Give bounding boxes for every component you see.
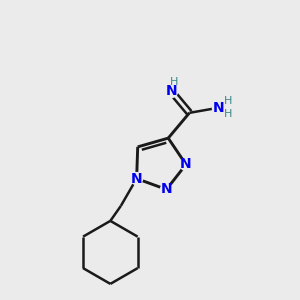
- Text: H: H: [224, 96, 232, 106]
- Text: N: N: [165, 84, 177, 98]
- Circle shape: [160, 184, 172, 196]
- Text: H: H: [170, 77, 178, 87]
- Circle shape: [164, 84, 178, 98]
- Text: N: N: [160, 182, 172, 197]
- Circle shape: [180, 158, 192, 170]
- Text: H: H: [224, 109, 232, 119]
- Text: N: N: [131, 172, 142, 186]
- Text: N: N: [213, 100, 225, 115]
- Circle shape: [212, 101, 226, 114]
- Text: N: N: [180, 158, 192, 171]
- Circle shape: [130, 172, 142, 184]
